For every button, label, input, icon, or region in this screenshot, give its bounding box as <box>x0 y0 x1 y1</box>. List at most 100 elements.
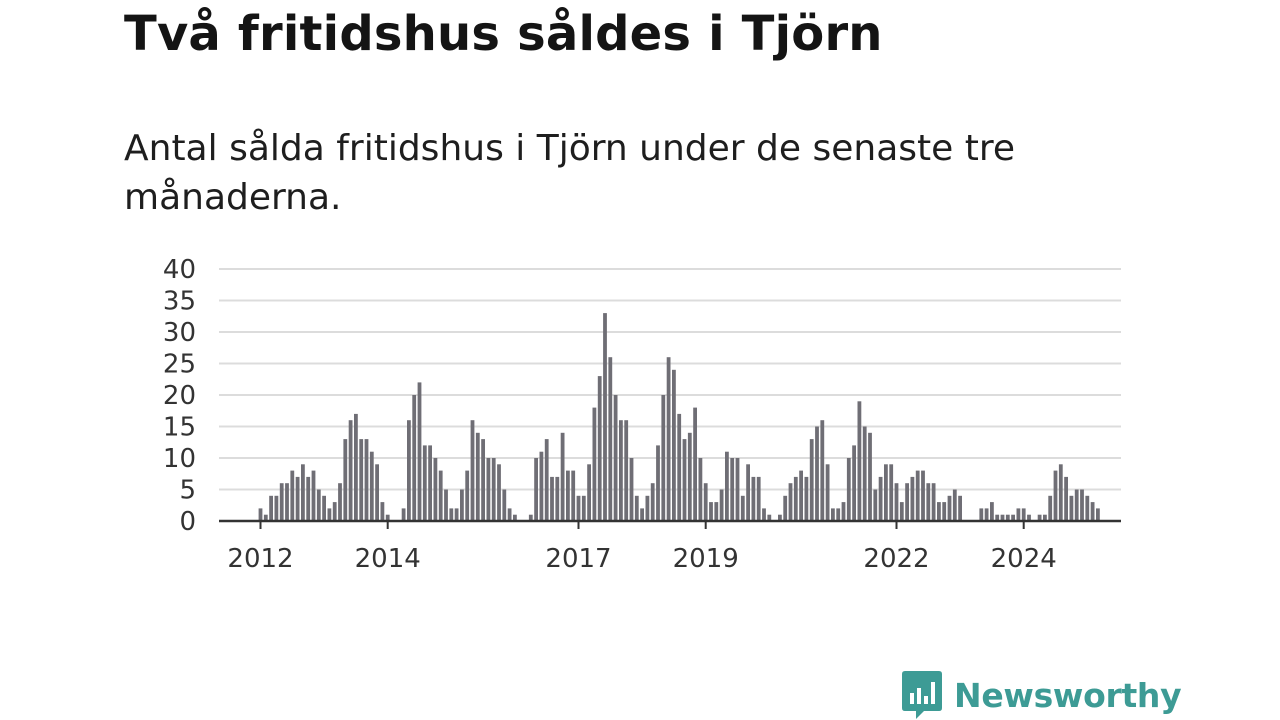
bar <box>1000 514 1005 521</box>
bar <box>338 483 342 521</box>
bar <box>269 495 273 521</box>
bar <box>878 476 883 521</box>
y-tick-label: 30 <box>163 318 196 348</box>
bar <box>714 502 719 521</box>
bar <box>952 489 957 521</box>
bar <box>661 395 666 521</box>
x-tick-label: 2014 <box>355 544 421 574</box>
bar <box>719 489 724 521</box>
bar <box>942 502 947 521</box>
bar <box>576 495 581 521</box>
bar <box>327 508 332 521</box>
chart-subtitle: Antal sålda fritidshus i Tjörn under de … <box>124 128 1015 218</box>
bar <box>947 495 952 521</box>
bar <box>820 420 825 521</box>
bar <box>550 476 554 521</box>
bar <box>332 502 337 521</box>
bar <box>460 489 464 521</box>
bar <box>910 476 915 521</box>
bar <box>571 470 576 521</box>
bar <box>868 432 872 521</box>
bar <box>1085 495 1090 521</box>
bar <box>470 420 475 521</box>
bar <box>528 514 533 521</box>
bar <box>1048 495 1053 521</box>
bar <box>587 464 591 521</box>
bar <box>915 470 920 521</box>
bar <box>263 514 268 521</box>
bar <box>1080 489 1084 521</box>
bar <box>640 508 644 521</box>
bar <box>592 407 597 521</box>
bar <box>581 495 586 521</box>
bar <box>841 502 846 521</box>
bar <box>380 502 385 521</box>
bar <box>534 458 538 521</box>
bar <box>687 432 692 521</box>
x-tick-label: 2024 <box>991 544 1057 574</box>
bar <box>465 470 470 521</box>
x-tick-label: 2019 <box>673 544 739 574</box>
bar <box>1069 495 1074 521</box>
bar <box>491 458 496 521</box>
bar <box>1096 508 1100 521</box>
bar <box>799 470 803 521</box>
y-tick-label: 5 <box>179 476 196 506</box>
bar <box>804 476 809 521</box>
data-label: 2 <box>1099 0 1114 6</box>
y-tick-label: 10 <box>163 444 196 474</box>
bar <box>873 489 878 521</box>
bar <box>1021 508 1026 521</box>
x-tick-label: 2012 <box>227 544 293 574</box>
y-tick-label: 25 <box>163 350 196 380</box>
bar <box>1090 502 1095 521</box>
bar <box>385 514 390 521</box>
bar <box>428 445 432 521</box>
bar <box>788 483 793 521</box>
bar <box>725 451 729 521</box>
bar <box>306 476 311 521</box>
bar <box>412 395 417 521</box>
bar <box>995 514 1000 521</box>
y-tick-label: 40 <box>163 255 196 285</box>
y-tick-label: 35 <box>163 287 196 317</box>
bar <box>422 445 427 521</box>
bar <box>756 476 761 521</box>
bar <box>603 313 607 521</box>
chart-title: Två fritidshus såldes i Tjörn <box>124 6 883 62</box>
bar <box>666 357 671 521</box>
bar <box>693 407 697 521</box>
bar <box>295 476 300 521</box>
bar <box>889 464 894 521</box>
x-tick-label: 2017 <box>545 544 611 574</box>
bar <box>608 357 613 521</box>
bar <box>709 502 713 521</box>
bar <box>815 426 819 521</box>
bar <box>979 508 984 521</box>
bar <box>407 420 411 521</box>
bar <box>311 470 316 521</box>
bar <box>475 432 480 521</box>
bar <box>375 464 379 521</box>
bar <box>921 470 925 521</box>
bar <box>730 458 735 521</box>
bar <box>894 483 899 521</box>
y-tick-label: 20 <box>163 381 196 411</box>
bar <box>544 439 549 521</box>
bar <box>301 464 305 521</box>
bars <box>258 313 1100 521</box>
bar <box>274 495 279 521</box>
bar <box>703 483 708 521</box>
bar <box>1064 476 1068 521</box>
bar <box>809 439 814 521</box>
bar <box>984 508 989 521</box>
bar <box>740 495 745 521</box>
bar <box>539 451 544 521</box>
bar <box>348 420 353 521</box>
bar <box>698 458 703 521</box>
bar <box>783 495 788 521</box>
bar <box>862 426 867 521</box>
bar <box>497 464 501 521</box>
